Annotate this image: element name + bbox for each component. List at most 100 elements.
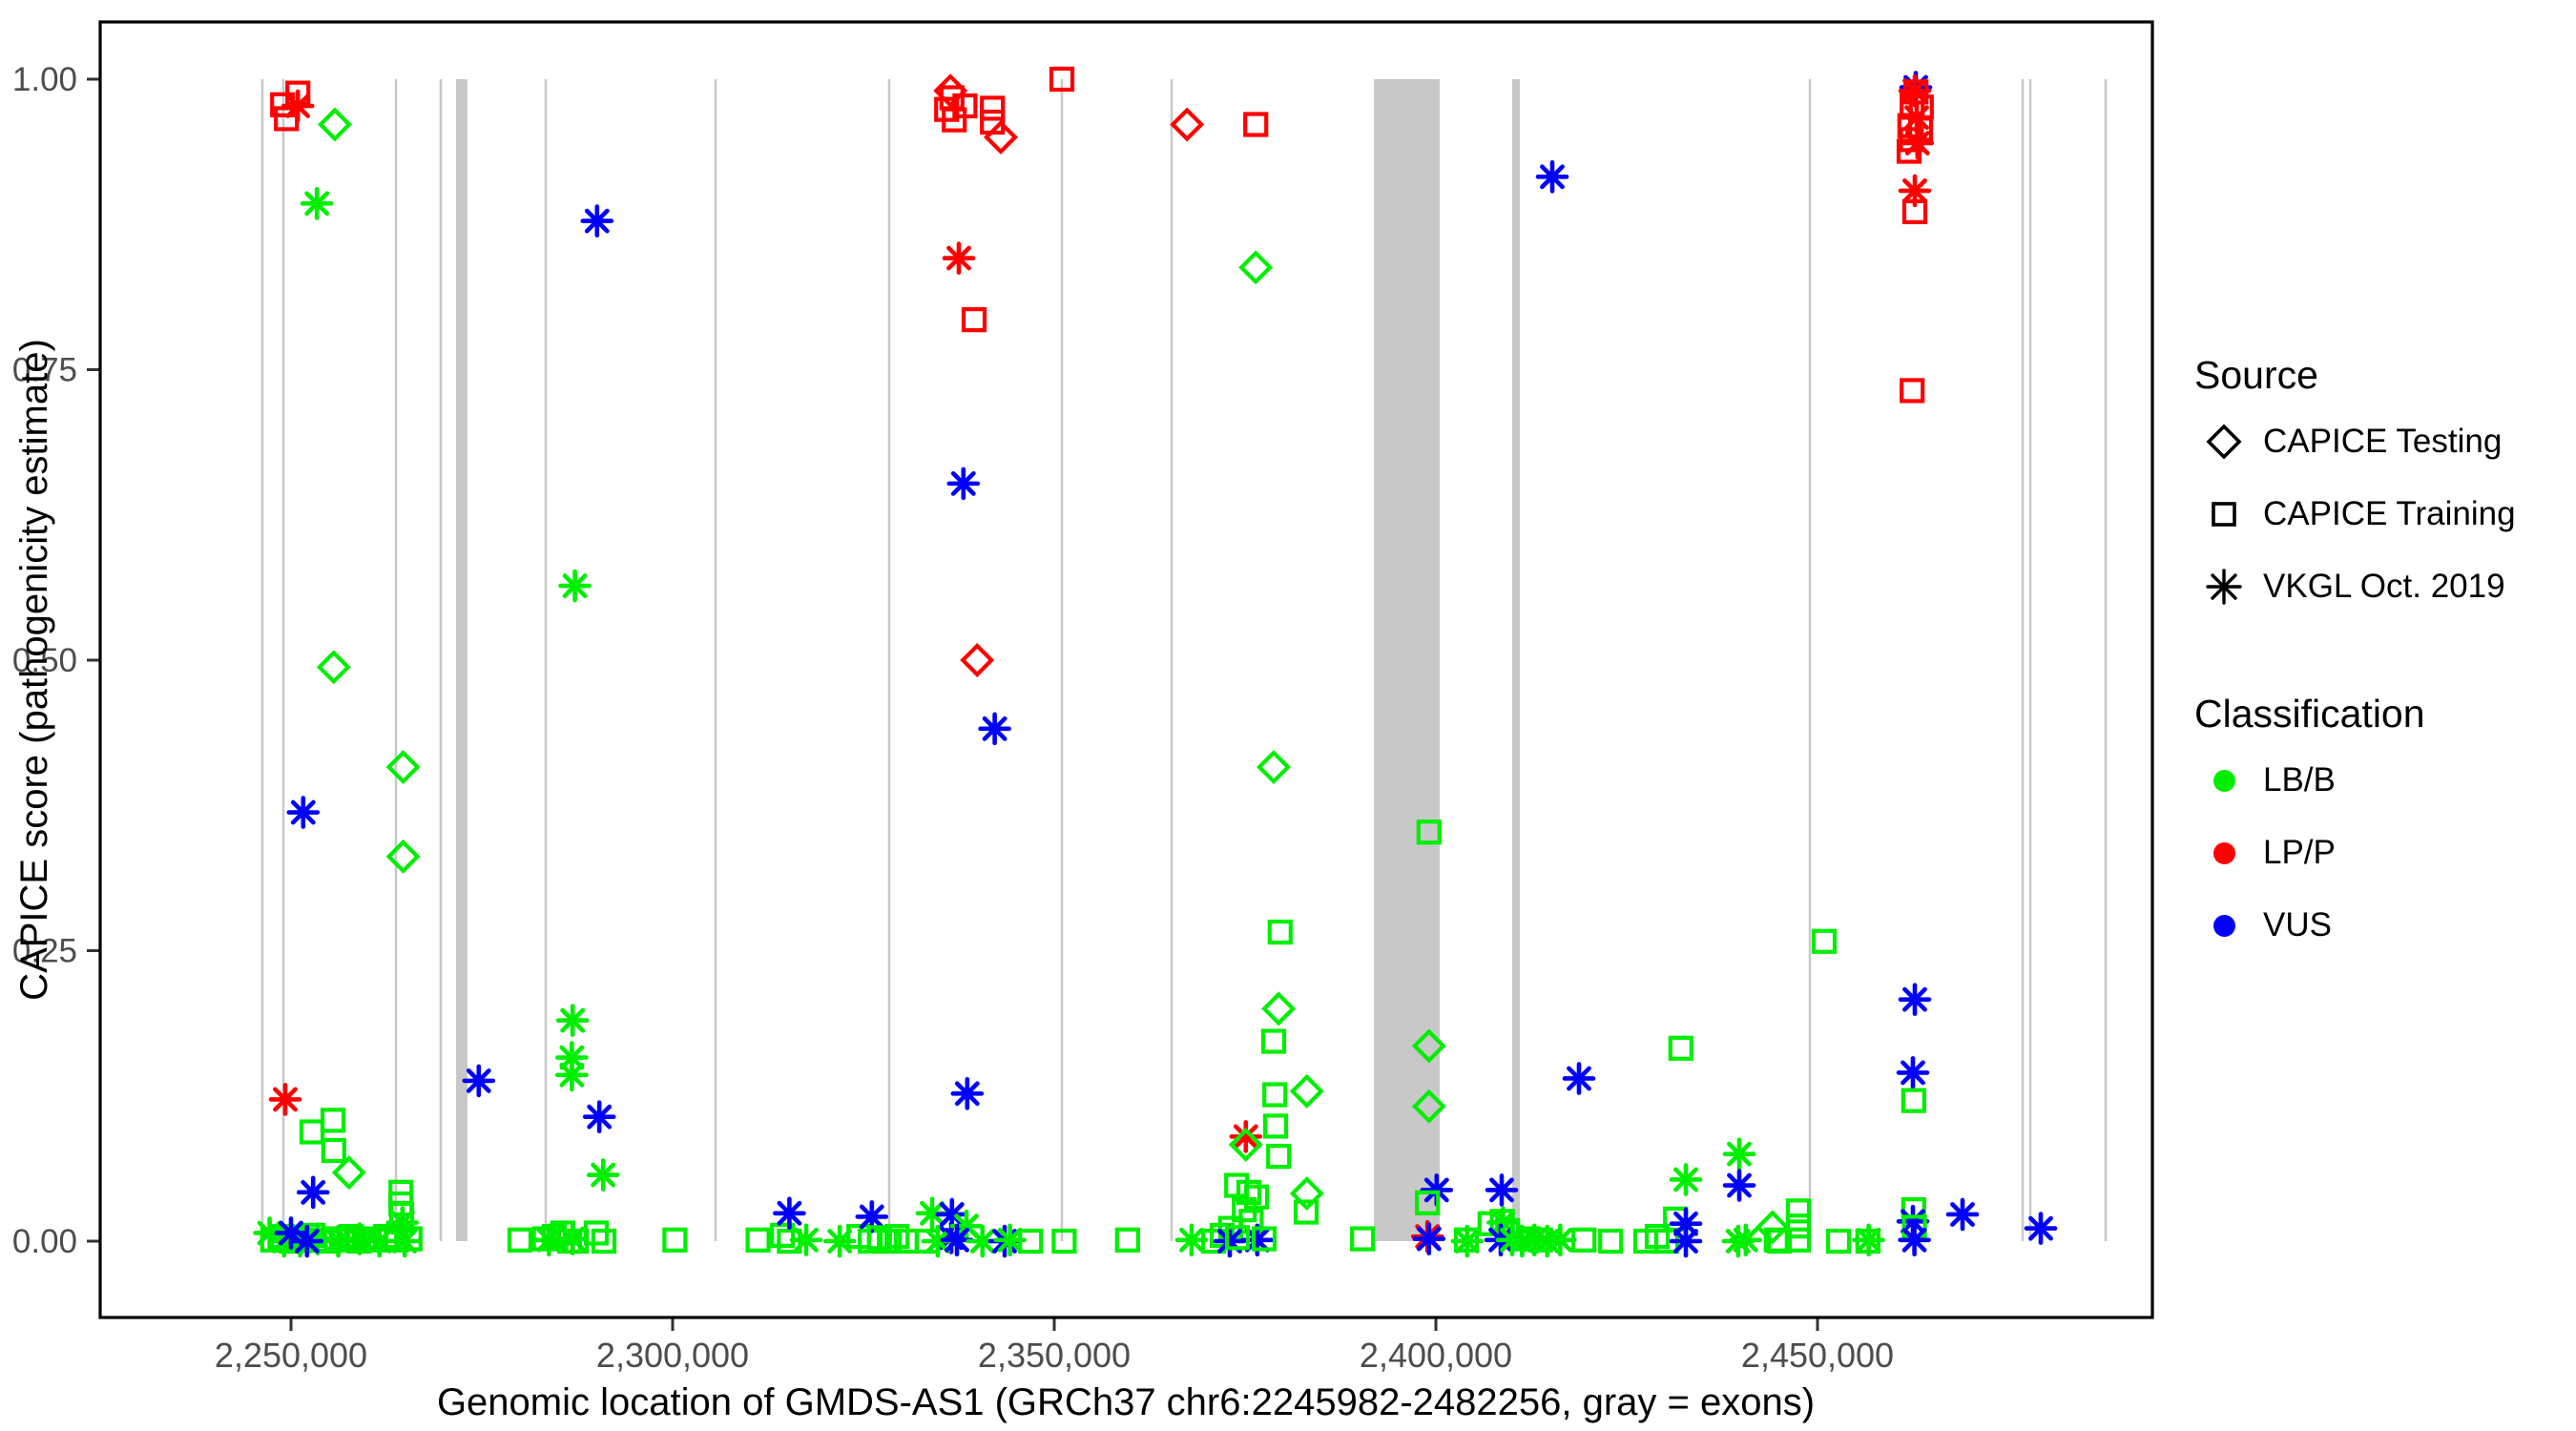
x-tick-label: 2,450,000 xyxy=(1741,1336,1894,1375)
data-point-asterisk xyxy=(1722,1169,1756,1202)
legend-item-label: VUS xyxy=(2263,906,2332,944)
data-point-asterisk xyxy=(789,1223,823,1257)
data-point-square xyxy=(1262,1113,1289,1139)
legend-item-label: CAPICE Training xyxy=(2263,495,2516,532)
data-point-asterisk xyxy=(978,712,1011,746)
data-point-diamond xyxy=(331,1155,366,1191)
data-point-asterisk xyxy=(773,1196,806,1231)
legend-item-vus: VUS xyxy=(2194,889,2566,962)
data-point-asterisk xyxy=(1485,1173,1519,1207)
data-point-asterisk xyxy=(1898,983,1932,1016)
data-point-square xyxy=(507,1227,533,1253)
x-tick-label: 2,250,000 xyxy=(215,1336,367,1375)
data-point-asterisk xyxy=(462,1064,496,1098)
data-point-diamond xyxy=(960,643,995,677)
data-point-asterisk xyxy=(940,1223,974,1257)
data-point-diamond xyxy=(385,750,421,785)
legend-item-vkgl: VKGL Oct. 2019 xyxy=(2194,550,2566,623)
data-point-square xyxy=(1243,112,1269,137)
data-point-asterisk xyxy=(1213,1224,1247,1258)
x-axis-title: Genomic location of GMDS-AS1 (GRCh37 chr… xyxy=(436,1381,1816,1423)
data-point-square xyxy=(1811,928,1838,954)
exon-band xyxy=(1374,79,1440,1241)
data-point-diamond xyxy=(1238,250,1274,285)
legend-source-title: Source xyxy=(2194,353,2318,397)
data-point-square xyxy=(1267,919,1293,945)
x-tick-label: 2,350,000 xyxy=(978,1336,1131,1375)
legend-item-capice-training: CAPICE Training xyxy=(2194,478,2566,550)
data-point-square xyxy=(1785,1227,1812,1253)
data-point-square xyxy=(1018,1228,1044,1255)
data-point-square xyxy=(1350,1226,1376,1252)
data-point-square xyxy=(1900,378,1925,404)
data-point-asterisk xyxy=(1229,1120,1263,1153)
data-point-asterisk xyxy=(1412,1222,1446,1255)
legend-item-label: LB/B xyxy=(2263,761,2336,798)
legend-item-lbb: LB/B xyxy=(2194,744,2566,817)
data-point-asterisk xyxy=(555,1004,590,1037)
data-point-square xyxy=(1901,198,1928,224)
data-point-diamond xyxy=(1228,1127,1263,1162)
data-point-square xyxy=(591,1228,617,1255)
y-tick-label: 0.25 xyxy=(12,933,77,970)
data-point-asterisk xyxy=(1729,1223,1763,1257)
legend-classification-title: Classification xyxy=(2194,692,2425,736)
lpp-dot-icon xyxy=(2194,823,2254,882)
data-point-asterisk xyxy=(946,467,981,501)
data-point-asterisk xyxy=(950,1077,985,1110)
data-point-square xyxy=(274,106,300,132)
data-point-asterisk xyxy=(1852,1223,1885,1257)
data-point-square xyxy=(1598,1228,1624,1255)
data-point-square xyxy=(1571,1227,1597,1253)
data-point-diamond xyxy=(1289,1176,1324,1212)
data-point-asterisk xyxy=(586,1158,620,1192)
data-point-asterisk xyxy=(1722,1137,1756,1171)
data-point-diamond xyxy=(1411,1028,1446,1064)
data-point-asterisk xyxy=(290,1224,324,1258)
data-point-asterisk xyxy=(343,1222,377,1255)
x-tick-label: 2,400,000 xyxy=(1360,1336,1512,1375)
diamond-icon xyxy=(2194,412,2254,471)
data-point-diamond xyxy=(316,650,351,685)
lbb-dot-icon xyxy=(2194,751,2254,810)
plot-panel xyxy=(100,22,2152,1317)
data-point-square xyxy=(1785,1198,1812,1224)
data-point-asterisk xyxy=(580,204,614,238)
data-point-square xyxy=(299,1119,325,1145)
data-point-diamond xyxy=(1411,1089,1446,1124)
legend-item-lpp: LP/P xyxy=(2194,817,2566,889)
data-point-square xyxy=(961,307,987,333)
data-point-asterisk xyxy=(1898,174,1932,208)
data-point-asterisk xyxy=(1901,126,1935,160)
data-point-square xyxy=(1260,1028,1287,1054)
data-point-square xyxy=(1051,1228,1077,1255)
y-tick-label: 1.00 xyxy=(12,61,77,98)
data-point-square xyxy=(877,1228,903,1255)
data-point-asterisk xyxy=(1669,1224,1703,1258)
data-point-square xyxy=(662,1227,688,1253)
legend-item-label: LP/P xyxy=(2263,834,2336,871)
data-point-asterisk xyxy=(942,241,976,275)
data-point-square xyxy=(942,107,967,133)
data-point-square xyxy=(1251,1226,1278,1252)
data-point-asterisk xyxy=(387,1224,422,1258)
data-point-diamond xyxy=(1170,107,1205,142)
y-axis-title: CAPICE score (pathogenicity estimate) xyxy=(13,339,55,1001)
exon-band xyxy=(456,79,467,1241)
data-point-asterisk xyxy=(300,187,334,220)
y-tick-label: 0.75 xyxy=(12,352,77,389)
y-tick-label: 0.50 xyxy=(12,642,77,679)
data-point-square xyxy=(1224,1225,1251,1251)
legend-item-label: VKGL Oct. 2019 xyxy=(2263,568,2505,605)
data-point-asterisk xyxy=(1669,1163,1703,1196)
data-point-diamond xyxy=(1755,1210,1790,1245)
data-point-asterisk xyxy=(1535,160,1569,194)
data-point-asterisk xyxy=(1420,1173,1454,1207)
data-point-square xyxy=(583,1220,610,1246)
square-icon xyxy=(2194,485,2254,544)
data-point-diamond xyxy=(1289,1073,1324,1109)
data-point-square xyxy=(980,95,1006,121)
data-point-square xyxy=(1668,1035,1693,1061)
